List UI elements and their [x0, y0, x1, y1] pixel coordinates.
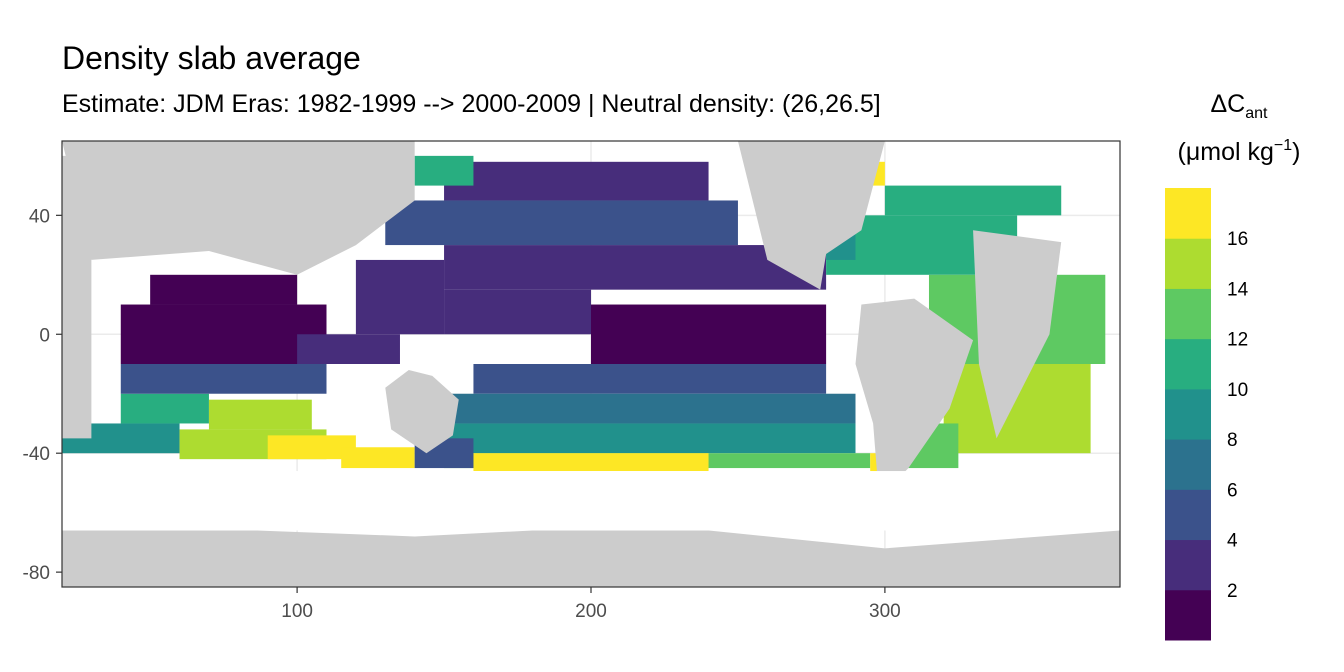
legend-color-bin: [1165, 188, 1211, 239]
heatmap-cell: [884, 185, 1062, 216]
legend-title: ΔCant: [1210, 90, 1268, 122]
legend-break-label: 8: [1227, 430, 1238, 451]
legend-break-label: 2: [1227, 581, 1238, 602]
legend-color-bin: [1165, 489, 1211, 541]
heatmap-cell: [355, 259, 445, 335]
legend-break-label: 14: [1227, 279, 1249, 300]
x-tick-label: 100: [281, 601, 313, 622]
heatmap-cell: [267, 435, 356, 460]
land-layer: [62, 141, 1120, 587]
legend-break-label: 10: [1227, 380, 1248, 401]
heatmap-cell: [341, 447, 415, 469]
heatmap-cell: [120, 304, 327, 364]
heatmap-cell: [208, 399, 312, 430]
land-antarctica: [62, 524, 1120, 587]
heatmap-cell: [591, 304, 827, 364]
heatmap-cell: [150, 274, 298, 305]
legend: 2 4 6 8 10 12 14 16 ΔCant (μmol kg−1): [1165, 90, 1300, 641]
chart-title: Density slab average: [62, 40, 361, 76]
legend-break-label: 4: [1227, 531, 1238, 552]
legend-color-bin: [1165, 288, 1211, 340]
heatmap-cell: [444, 245, 827, 290]
legend-color-bin: [1165, 238, 1211, 289]
land-south-america: [855, 298, 974, 498]
heatmap-cell: [444, 393, 856, 424]
legend-color-bin: [1165, 338, 1211, 390]
heatmap-cell: [297, 334, 400, 364]
legend-unit: (μmol kg−1): [1178, 137, 1301, 166]
heatmap-cell: [120, 393, 209, 424]
land-australia: [385, 369, 459, 454]
y-tick-label: -80: [23, 563, 50, 584]
y-tick-label: -40: [23, 444, 50, 465]
legend-break-label: 16: [1227, 229, 1248, 250]
land-north-america: [737, 141, 885, 290]
y-tick-label: 0: [39, 325, 50, 346]
heatmap-cell: [120, 364, 327, 394]
legend-color-bin: [1165, 388, 1211, 440]
legend-color-bin: [1165, 539, 1211, 591]
legend-break-label: 6: [1227, 480, 1238, 501]
heatmap-cell: [385, 200, 738, 246]
x-tick-label: 300: [869, 601, 901, 622]
heatmap-cell: [414, 155, 474, 186]
heatmap-cell: [444, 423, 856, 454]
land-eurasia: [62, 141, 415, 275]
legend-color-bin: [1165, 589, 1211, 641]
missing-data-band: [62, 471, 1120, 531]
legend-break-label: 12: [1227, 330, 1248, 351]
heatmap-layer: [62, 155, 1106, 483]
heatmap-cell: [444, 289, 591, 335]
legend-color-bin: [1165, 439, 1211, 490]
land-africa: [973, 230, 1062, 439]
y-tick-label: 40: [29, 206, 50, 227]
x-tick-label: 200: [575, 601, 607, 622]
heatmap-cell: [473, 364, 827, 394]
chart-subtitle: Estimate: JDM Eras: 1982-1999 --> 2000-2…: [62, 90, 881, 118]
heatmap-cell: [444, 161, 709, 201]
heatmap-cell: [473, 453, 709, 472]
